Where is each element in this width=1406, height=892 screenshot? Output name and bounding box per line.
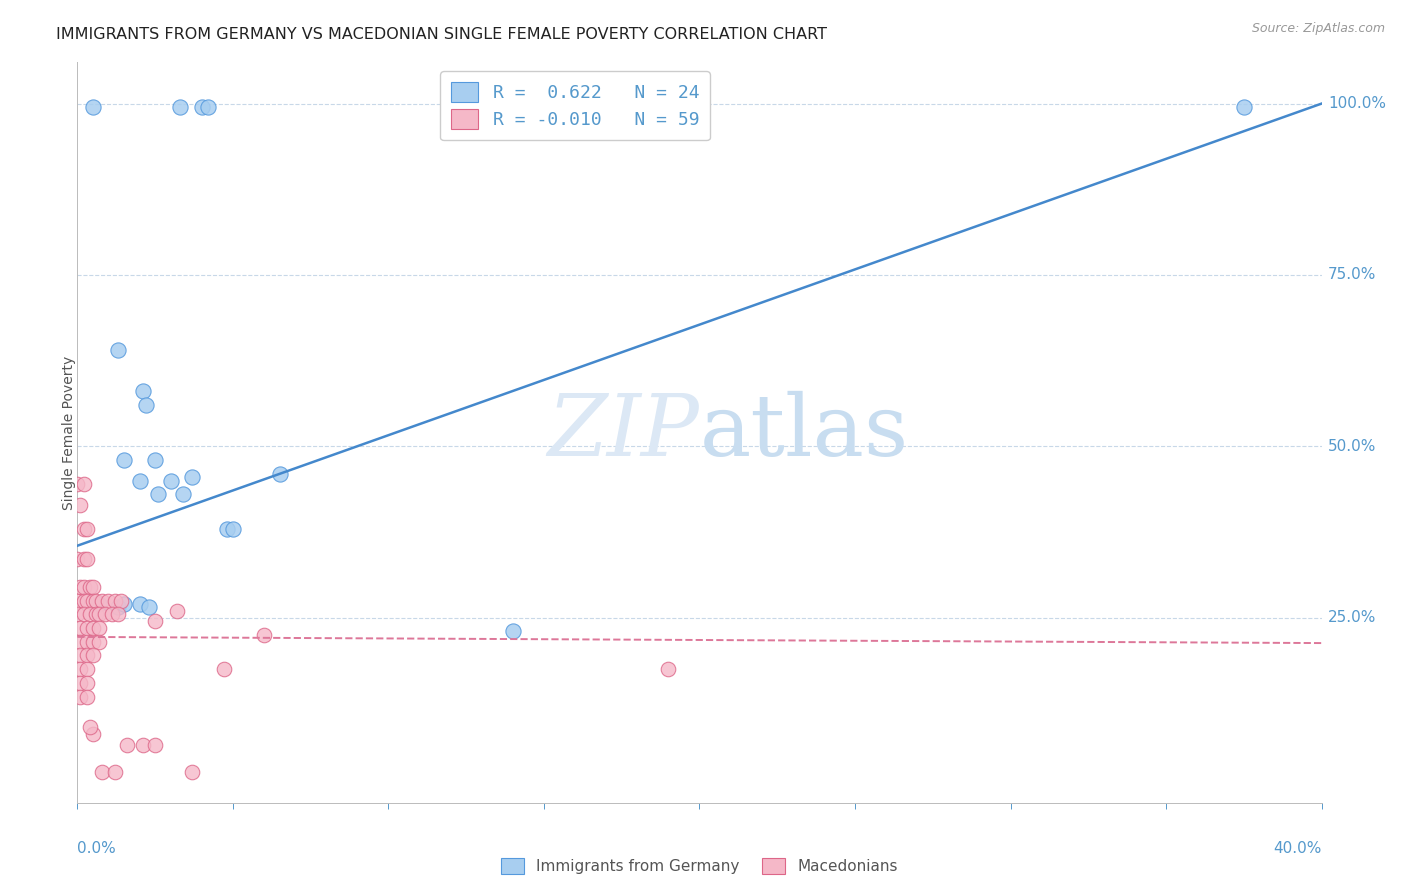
Point (100, 607, 122, 622)
Point (87, 607, 110, 622)
Point (76, 522, 98, 536)
Point (107, 343, 129, 358)
Point (66, 552, 89, 566)
Point (66, 593, 89, 607)
Point (76, 690, 98, 704)
Point (91, 764, 114, 779)
Text: 75.0%: 75.0% (1327, 268, 1376, 283)
Point (87, 597, 110, 611)
Point (181, 470, 204, 484)
Point (82, 727, 104, 741)
Point (72, 580, 94, 594)
Point (131, 384, 153, 399)
Point (143, 738, 166, 752)
Point (69, 690, 91, 704)
Point (112, 453, 135, 467)
Text: 100.0%: 100.0% (1327, 96, 1386, 112)
Point (104, 593, 127, 607)
Point (131, 738, 153, 752)
Point (181, 764, 204, 779)
Point (253, 628, 276, 642)
Point (76, 662, 98, 676)
Point (69, 676, 91, 690)
Point (128, 474, 150, 488)
Point (169, 100, 191, 114)
Point (87, 634, 110, 648)
Point (76, 676, 98, 690)
Point (212, 662, 235, 676)
Point (72, 593, 94, 607)
Text: 0.0%: 0.0% (77, 840, 117, 855)
Point (172, 487, 194, 501)
Legend: Immigrants from Germany, Macedonians: Immigrants from Germany, Macedonians (495, 852, 904, 880)
Text: Source: ZipAtlas.com: Source: ZipAtlas.com (1251, 22, 1385, 36)
Point (76, 621, 98, 635)
Point (82, 580, 104, 594)
Point (79, 720, 101, 734)
Point (97, 593, 120, 607)
Text: IMMIGRANTS FROM GERMANY VS MACEDONIAN SINGLE FEMALE POVERTY CORRELATION CHART: IMMIGRANTS FROM GERMANY VS MACEDONIAN SI… (56, 27, 827, 42)
Point (72, 477, 94, 491)
Point (197, 100, 219, 114)
Y-axis label: Single Female Poverty: Single Female Poverty (62, 356, 76, 509)
Text: 25.0%: 25.0% (1327, 610, 1376, 625)
Point (91, 593, 114, 607)
Point (215, 522, 238, 536)
Point (69, 580, 91, 594)
Point (222, 522, 245, 536)
Point (110, 593, 132, 607)
Point (76, 648, 98, 663)
Point (82, 648, 104, 663)
Point (1233, 100, 1256, 114)
Point (104, 764, 127, 779)
Point (66, 477, 89, 491)
Point (69, 634, 91, 648)
Point (135, 398, 157, 412)
Text: 50.0%: 50.0% (1327, 439, 1376, 454)
Point (657, 662, 679, 676)
Point (69, 662, 91, 676)
Point (79, 580, 101, 594)
Point (82, 634, 104, 648)
Point (82, 593, 104, 607)
Point (143, 614, 166, 628)
Text: 40.0%: 40.0% (1274, 840, 1322, 855)
Text: atlas: atlas (700, 391, 908, 475)
Point (76, 634, 98, 648)
Point (72, 522, 94, 536)
Point (138, 600, 160, 615)
Point (115, 738, 138, 752)
Point (191, 100, 214, 114)
Point (87, 621, 110, 635)
Point (94, 607, 117, 622)
Point (107, 600, 129, 615)
Point (166, 604, 188, 618)
Point (66, 607, 89, 622)
Point (69, 621, 91, 635)
Point (69, 498, 91, 512)
Point (82, 100, 104, 114)
Point (269, 467, 291, 481)
Point (159, 474, 181, 488)
Point (148, 487, 170, 501)
Point (72, 607, 94, 622)
Text: ZIP: ZIP (547, 392, 700, 474)
Point (84, 593, 107, 607)
Point (79, 607, 101, 622)
Point (84, 607, 107, 622)
Point (143, 453, 166, 467)
Point (72, 552, 94, 566)
Point (69, 648, 91, 663)
Point (107, 607, 129, 622)
Point (82, 621, 104, 635)
Point (502, 624, 524, 639)
Point (128, 597, 150, 611)
Point (112, 597, 135, 611)
Point (76, 593, 98, 607)
Point (76, 552, 98, 566)
